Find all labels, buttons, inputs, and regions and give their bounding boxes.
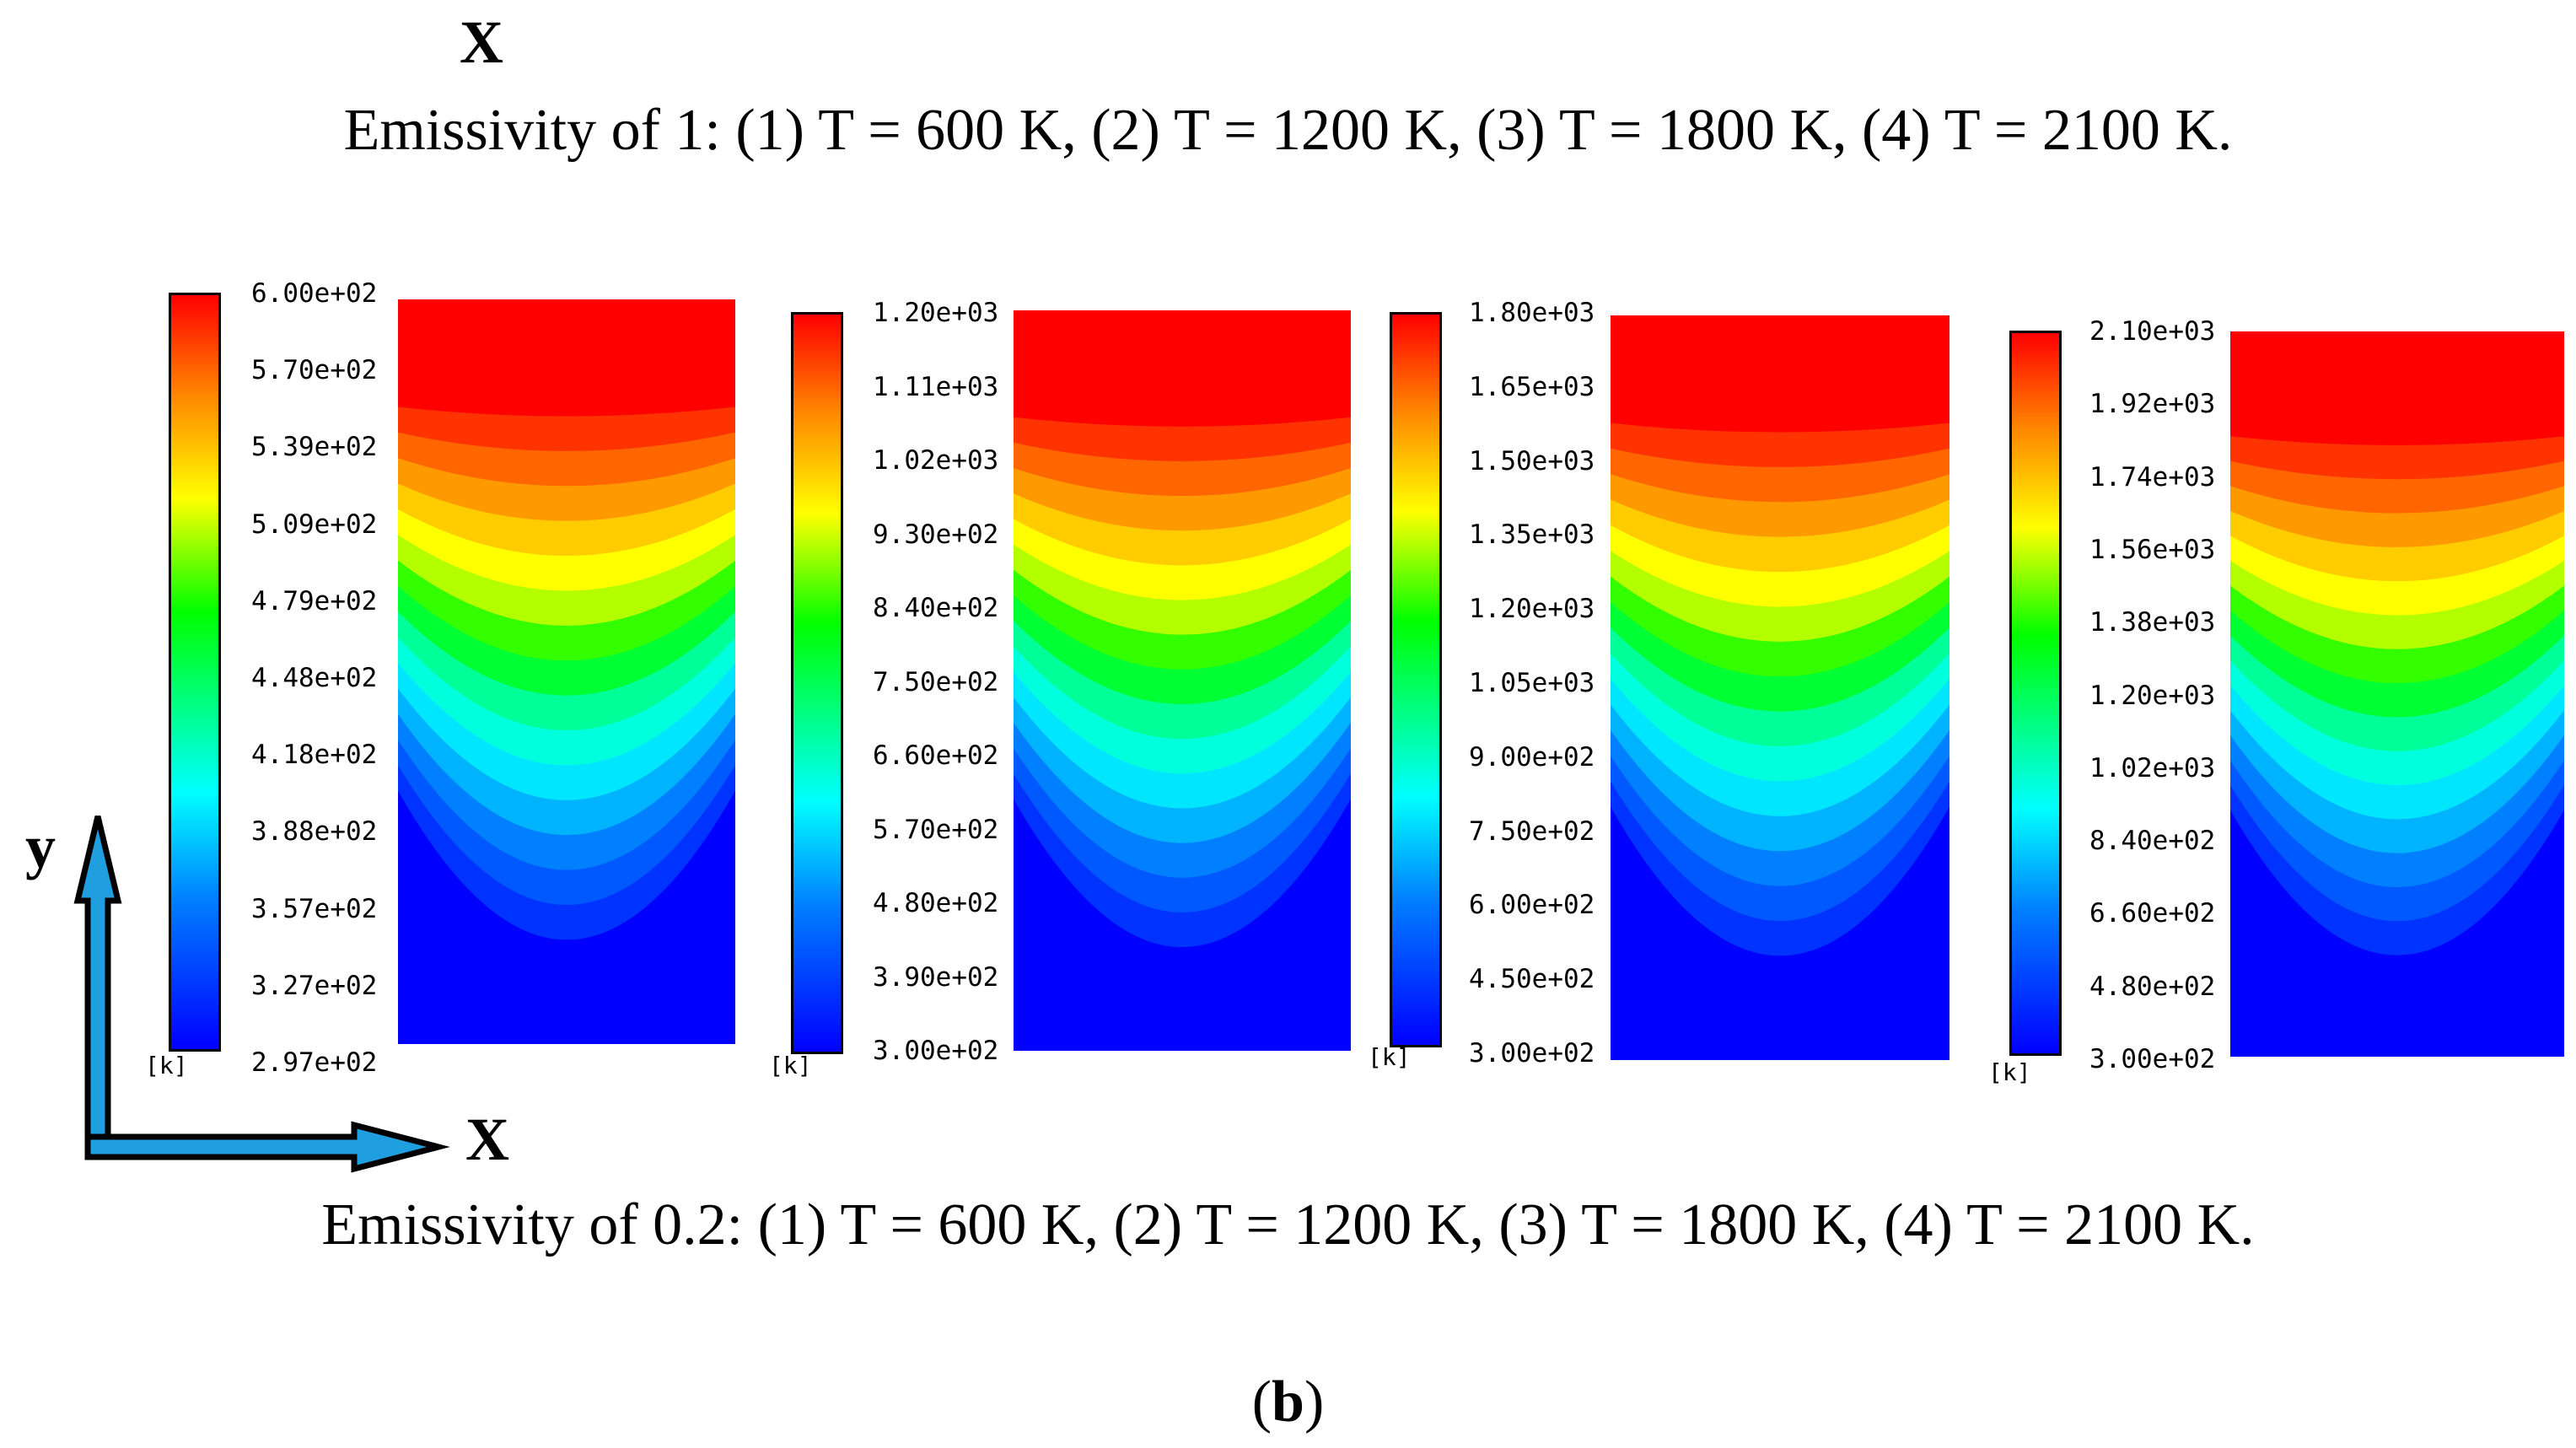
colorbar-tick-label: 1.35e+03 xyxy=(1469,519,1595,551)
colorbar-tick-label: 4.79e+02 xyxy=(251,585,378,616)
contour-plot-4 xyxy=(2230,331,2564,1057)
colorbar-tick-label: 6.00e+02 xyxy=(1469,890,1595,921)
colorbar-tick-label: 6.00e+02 xyxy=(251,278,378,309)
colorbar-tick-label: 7.50e+02 xyxy=(873,666,999,697)
colorbar-tick-label: 5.70e+02 xyxy=(873,814,999,845)
y-axis-label: y xyxy=(25,813,56,880)
colorbar-tick-label: 2.97e+02 xyxy=(251,1047,378,1078)
colorbar-tick-label: 6.60e+02 xyxy=(2089,898,2216,929)
colorbar-tick-label: 3.00e+02 xyxy=(873,1036,999,1066)
colorbar-tick-label: 3.00e+02 xyxy=(1469,1038,1595,1069)
colorbar-tick-label: 1.11e+03 xyxy=(873,371,999,402)
colorbar-tick-label: 3.57e+02 xyxy=(251,893,378,924)
contour-top-band xyxy=(2230,331,2564,412)
colorbar-tick-label: 5.39e+02 xyxy=(251,432,378,463)
colorbar-tick-label: 1.50e+03 xyxy=(1469,445,1595,476)
colorbar-tick-label: 8.40e+02 xyxy=(2089,826,2216,857)
subfigure-paren-open: ( xyxy=(1251,1370,1272,1435)
colorbar-tick-label: 7.50e+02 xyxy=(1469,816,1595,847)
colorbar-tick-label: 1.20e+03 xyxy=(873,298,999,328)
colorbar-tick-label: 1.38e+03 xyxy=(2089,607,2216,638)
colorbar-tick-label: 3.88e+02 xyxy=(251,816,378,848)
colorbar-2 xyxy=(791,312,843,1054)
x-axis-arrow xyxy=(84,1121,450,1173)
colorbar-tick-label: 1.56e+03 xyxy=(2089,534,2216,565)
colorbar-tick-label: 1.20e+03 xyxy=(2089,680,2216,711)
contour-top-band xyxy=(398,299,735,382)
colorbar-tick-label: 9.00e+02 xyxy=(1469,741,1595,772)
contour-top-band xyxy=(1014,310,1351,392)
colorbar-tick-label: 8.40e+02 xyxy=(873,593,999,623)
colorbar-tick-label: 5.70e+02 xyxy=(251,355,378,386)
colorbar-tick-label: 1.80e+03 xyxy=(1469,298,1595,328)
colorbar-tick-label: 4.18e+02 xyxy=(251,740,378,771)
colorbar-tick-label: 4.80e+02 xyxy=(873,888,999,918)
colorbar-tick-label: 6.60e+02 xyxy=(873,740,999,771)
subfigure-label: (b) xyxy=(0,1373,2576,1432)
colorbar-tick-label: 4.48e+02 xyxy=(251,663,378,693)
contour-plot-2 xyxy=(1014,310,1351,1051)
colorbar-tick-label: 4.80e+02 xyxy=(2089,971,2216,1002)
colorbar-1 xyxy=(169,293,221,1052)
colorbar-3 xyxy=(1390,312,1442,1047)
colorbar-tick-label: 4.50e+02 xyxy=(1469,964,1595,995)
colorbar-tick-label: 3.00e+02 xyxy=(2089,1044,2216,1074)
colorbar-4 xyxy=(2009,331,2062,1056)
colorbar-tick-label: 1.05e+03 xyxy=(1469,668,1595,698)
colorbar-tick-label: 1.92e+03 xyxy=(2089,389,2216,420)
contour-plot-1 xyxy=(398,299,735,1044)
top-axis-label: X xyxy=(460,8,503,76)
x-axis-label: X xyxy=(465,1106,509,1173)
colorbar-tick-label: 9.30e+02 xyxy=(873,519,999,550)
colorbar-tick-label: 3.90e+02 xyxy=(873,961,999,993)
contour-plot-3 xyxy=(1611,315,1949,1060)
colorbar-tick-label: 1.20e+03 xyxy=(1469,594,1595,625)
caption-emissivity-1: Emissivity of 1: (1) T = 600 K, (2) T = … xyxy=(343,98,2233,163)
colorbar-tick-label: 2.10e+03 xyxy=(2089,316,2216,347)
colorbar-unit-3: [k] xyxy=(1368,1043,1411,1071)
subfigure-paren-close: ) xyxy=(1304,1370,1325,1435)
contour-top-band xyxy=(1611,315,1949,398)
colorbar-tick-label: 3.27e+02 xyxy=(251,970,378,1001)
colorbar-tick-label: 1.02e+03 xyxy=(873,445,999,476)
colorbar-unit-2: [k] xyxy=(769,1052,812,1079)
colorbar-tick-label: 1.65e+03 xyxy=(1469,371,1595,402)
colorbar-tick-label: 1.02e+03 xyxy=(2089,752,2216,783)
caption-emissivity-0-2: Emissivity of 0.2: (1) T = 600 K, (2) T … xyxy=(321,1192,2255,1257)
colorbar-unit-4: [k] xyxy=(1988,1058,2031,1086)
y-axis-arrow xyxy=(73,816,122,1160)
colorbar-unit-1: [k] xyxy=(145,1052,188,1079)
colorbar-tick-label: 5.09e+02 xyxy=(251,509,378,540)
colorbar-tick-label: 1.74e+03 xyxy=(2089,461,2216,493)
subfigure-letter: b xyxy=(1272,1370,1304,1435)
